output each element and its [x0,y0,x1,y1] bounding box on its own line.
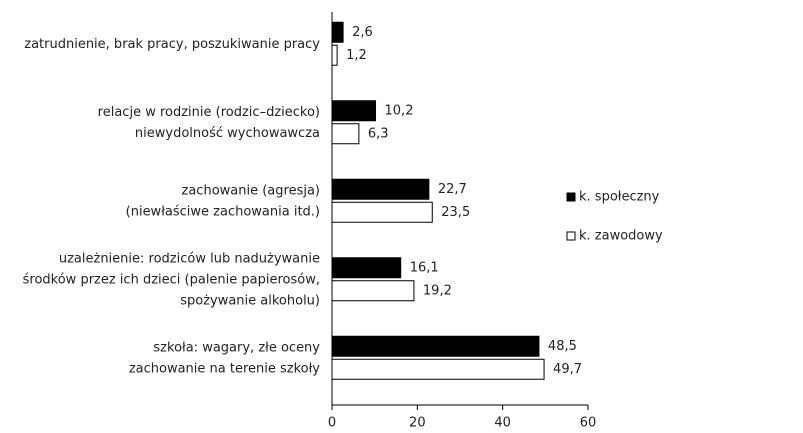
category-label: uzależnienie: rodziców lub nadużywanie [59,251,320,266]
bar [331,123,360,145]
category-label: niewydolność wychowawcza [135,126,320,141]
x-tick-label: 40 [494,416,511,431]
x-tick-label: 60 [580,416,597,431]
legend-swatch [566,231,576,241]
bar [331,201,433,223]
bar [331,100,377,122]
category-label: środków przez ich dzieci (palenie papier… [23,272,320,287]
value-label: 19,2 [423,283,452,298]
category-label: zatrudnienie, brak pracy, poszukiwanie p… [24,37,320,52]
value-label: 6,3 [368,126,389,141]
bar [331,178,430,200]
bar [331,335,540,357]
category-label: relacje w rodzinie (rodzic–dziecko) [98,105,320,120]
value-label: 48,5 [548,339,577,354]
legend-label: k. społeczny [579,190,660,205]
value-label: 10,2 [385,103,414,118]
category-label: szkoła: wagary, złe oceny [153,340,320,355]
legend-label: k. zawodowy [579,229,663,244]
x-tick-label: 20 [409,416,426,431]
category-label: zachowanie na terenie szkoły [129,361,320,376]
value-label: 2,6 [352,25,373,40]
bar [331,358,545,380]
value-label: 16,1 [410,260,439,275]
value-label: 22,7 [438,182,467,197]
bar [331,280,415,302]
category-label: (niewłaściwe zachowania itd.) [126,204,320,219]
bar [331,21,344,43]
category-label: spożywanie alkoholu) [180,293,320,308]
legend-swatch [566,192,576,202]
bar [331,44,338,66]
category-label: zachowanie (agresja) [182,183,320,198]
value-label: 23,5 [441,205,470,220]
bar [331,257,402,279]
value-label: 1,2 [346,48,367,63]
value-label: 49,7 [553,362,582,377]
x-tick-label: 0 [328,416,336,431]
